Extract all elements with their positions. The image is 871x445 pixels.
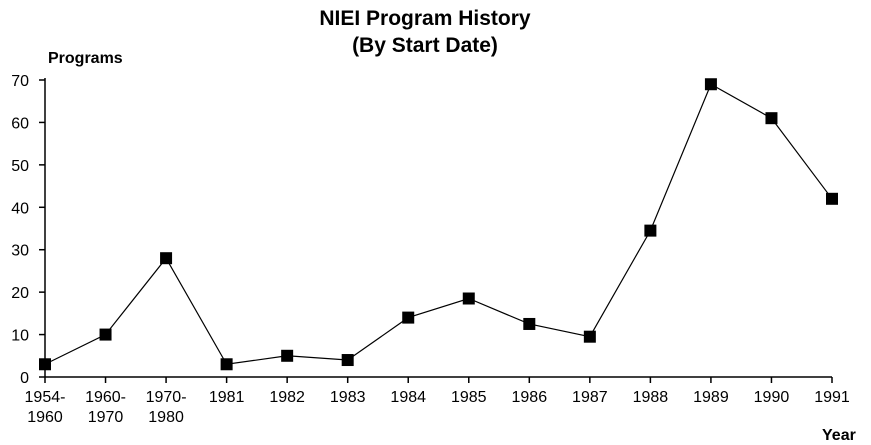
x-tick-label: 1990 [753,389,790,406]
x-tick-label: 1987 [572,389,608,406]
y-tick-label: 50 [11,158,29,175]
data-point [704,78,717,91]
data-line [44,83,833,365]
x-tick-label: 1986 [511,389,548,406]
data-point [583,330,596,343]
x-tick-label: 1988 [632,389,669,406]
data-point [523,317,536,330]
x-tick-label: 1983 [329,389,366,406]
y-tick-label: 20 [11,285,29,302]
data-point [341,354,354,367]
x-tick-label: 1970-1980 [145,389,187,426]
data-point [462,292,475,305]
y-tick-label: 40 [11,200,29,217]
x-tick-label: 1991 [814,389,850,406]
x-tick-label: 1985 [450,389,487,406]
data-point [644,224,657,237]
y-tick-label: 70 [11,73,29,90]
x-tick-label: 1981 [208,389,245,406]
x-tick-label: 1982 [269,389,305,406]
chart-subtitle: (By Start Date) [352,34,498,57]
y-tick-label: 60 [11,115,29,132]
chart-title: NIEI Program History [319,7,531,30]
data-point [39,358,51,371]
y-tick-label: 0 [20,370,29,387]
y-axis-label: Programs [48,50,123,67]
x-axis-label: Year [822,427,856,444]
y-tick-label: 30 [11,243,29,260]
data-point [99,328,112,341]
data-point [160,252,173,265]
x-tick-label: 1960-1970 [85,389,126,426]
x-tick-label: 1989 [693,389,729,406]
data-point [220,358,233,371]
data-point [765,112,778,125]
data-point [281,349,294,362]
x-tick-label: 1984 [390,389,427,406]
x-tick-label: 1954-1960 [24,389,66,426]
data-point [402,311,415,324]
data-point [826,192,838,205]
y-tick-label: 10 [11,328,29,345]
